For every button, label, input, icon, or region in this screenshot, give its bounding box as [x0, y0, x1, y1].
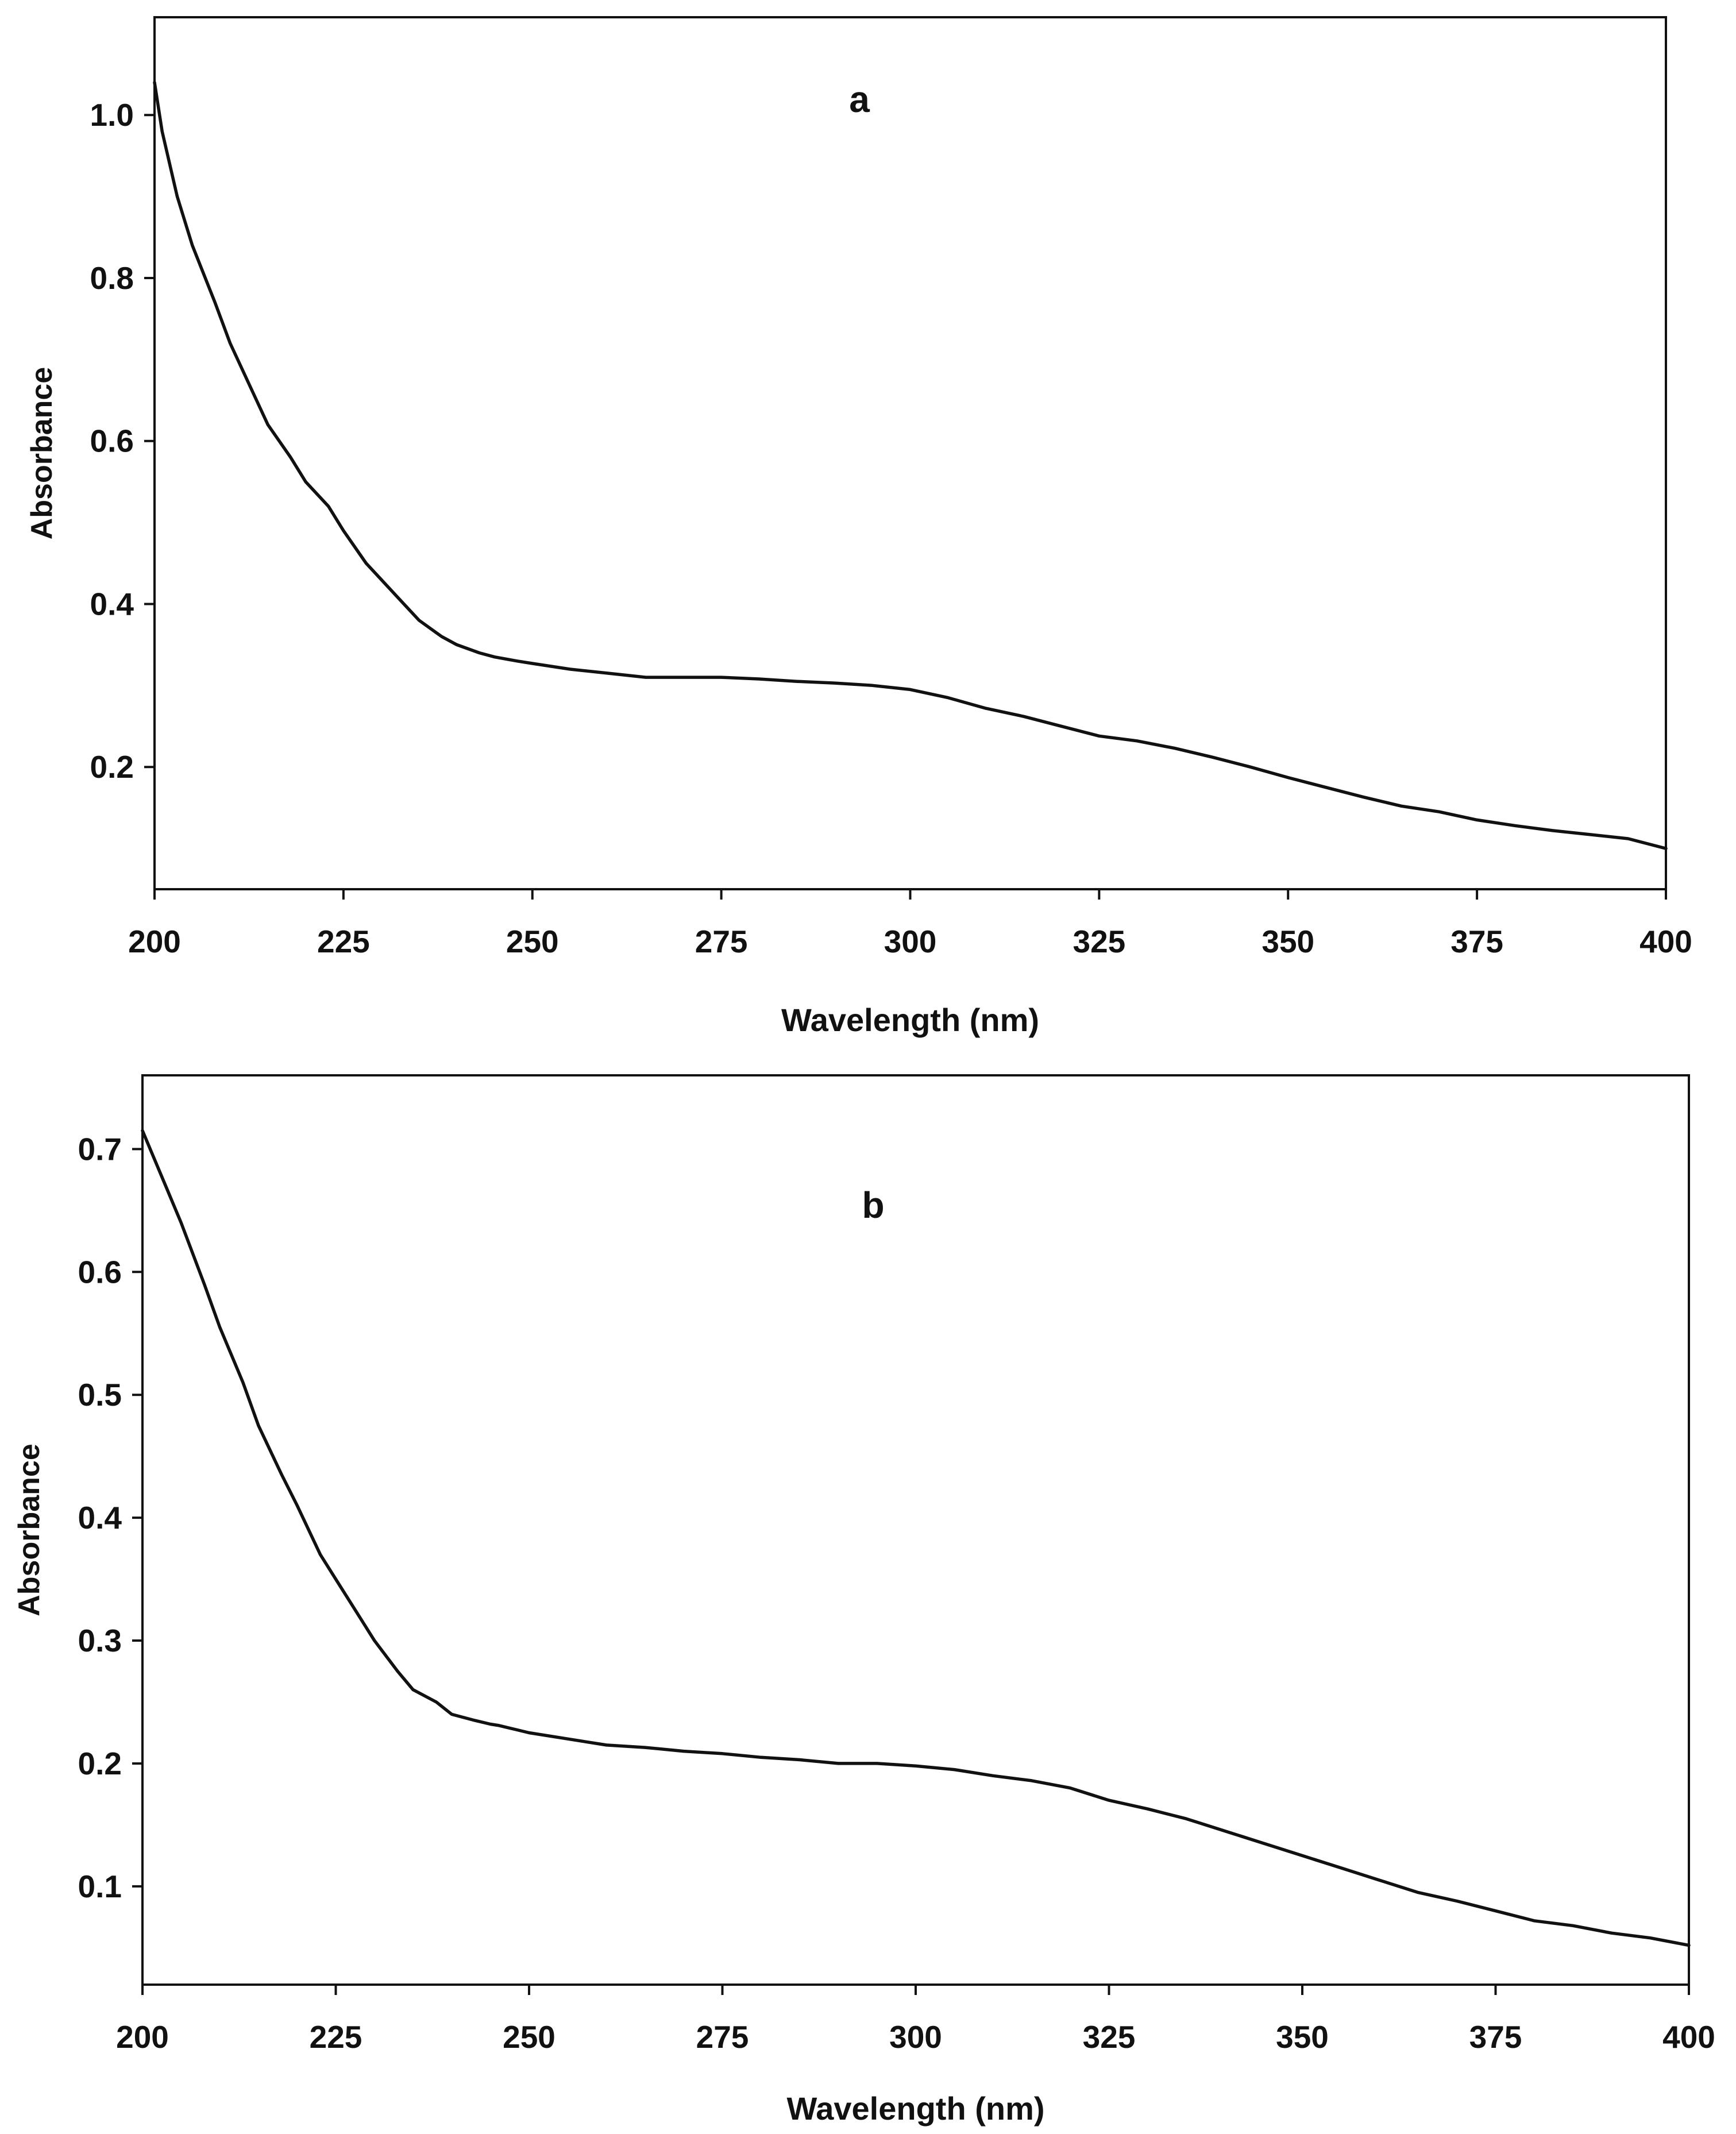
x-tick-label: 200	[116, 2019, 169, 2055]
y-tick-label: 0.4	[78, 1500, 122, 1535]
x-tick-label: 250	[503, 2019, 555, 2055]
panel-label-b: b	[862, 1184, 884, 1226]
chart-panel-b: 200 225 250 275 300 325 350 375 400 0.1 0.2 0.3 0.4…	[13, 1074, 1715, 2127]
x-tick-label: 225	[310, 2019, 362, 2055]
absorbance-series-line	[153, 80, 1668, 850]
x-tick-label: 350	[1262, 924, 1314, 959]
x-tick-label: 275	[695, 924, 748, 959]
y-tick-label: 1.0	[90, 97, 134, 133]
x-axis-ticks-a: 200 225 250 275 300 325 350 375 400	[128, 889, 1692, 959]
series-layer-a	[153, 80, 1668, 850]
y-tick-label: 0.1	[78, 1869, 122, 1904]
x-tick-label: 225	[317, 924, 370, 959]
panel-label-a: a	[849, 79, 870, 120]
y-tick-label: 0.4	[90, 586, 134, 622]
x-tick-label: 200	[128, 924, 181, 959]
x-axis-title-b: Wavelength (nm)	[786, 2090, 1044, 2127]
y-tick-label: 0.2	[90, 749, 134, 785]
x-axis-ticks-b: 200 225 250 275 300 325 350 375 400	[116, 1985, 1715, 2055]
y-axis-title-a: Absorbance	[25, 367, 59, 540]
x-tick-label: 275	[696, 2019, 749, 2055]
x-tick-label: 325	[1073, 924, 1125, 959]
x-tick-label: 375	[1450, 924, 1503, 959]
absorbance-series-line	[141, 1129, 1691, 1947]
y-axis-ticks-b: 0.1 0.2 0.3 0.4 0.5 0.6 0.7	[78, 1131, 142, 1904]
series-layer-b	[141, 1129, 1691, 1947]
chart-panel-a: 200 225 250 275 300 325 350 375 400 0.2 0.4 0.6 0.8…	[25, 16, 1692, 1038]
y-axis-ticks-a: 0.2 0.4 0.6 0.8 1.0	[90, 97, 155, 785]
x-tick-label: 300	[884, 924, 937, 959]
x-tick-label: 300	[889, 2019, 942, 2055]
y-tick-label: 0.3	[78, 1623, 122, 1658]
x-tick-label: 250	[506, 924, 559, 959]
x-tick-label: 400	[1662, 2019, 1715, 2055]
y-axis-title-b: Absorbance	[13, 1444, 46, 1616]
x-tick-label: 325	[1083, 2019, 1136, 2055]
x-axis-title-a: Wavelength (nm)	[781, 1002, 1039, 1038]
y-tick-label: 0.7	[78, 1131, 122, 1167]
x-tick-label: 375	[1469, 2019, 1522, 2055]
y-tick-label: 0.8	[90, 260, 134, 296]
y-tick-label: 0.5	[78, 1377, 122, 1413]
x-tick-label: 400	[1639, 924, 1692, 959]
y-tick-label: 0.6	[78, 1254, 122, 1290]
y-tick-label: 0.2	[78, 1746, 122, 1781]
y-tick-label: 0.6	[90, 423, 134, 459]
x-tick-label: 350	[1276, 2019, 1329, 2055]
